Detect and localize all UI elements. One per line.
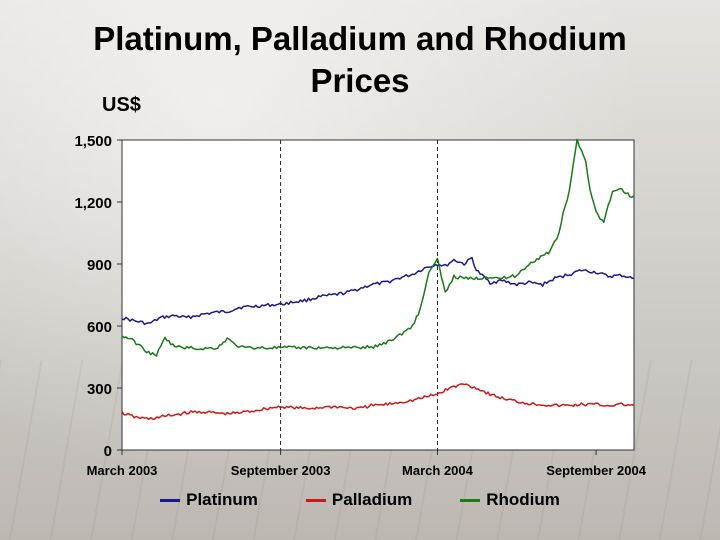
series-lines [121,138,635,421]
y-tick-label: 1,500 [74,133,112,150]
legend-label: Palladium [331,490,413,509]
legend: Platinum Palladium Rhodium [0,490,720,510]
x-axis-ticks: March 2003 September 2003 March 2004 Septem… [87,450,647,478]
y-tick-label: 0 [104,443,112,460]
series-line-rhodium [121,138,635,357]
series-line-platinum [121,256,635,326]
legend-swatch [460,498,481,502]
legend-item-platinum: Platinum [160,490,258,510]
x-tick-label: September 2003 [231,463,331,478]
legend-item-palladium: Palladium [305,490,413,510]
x-tick-label: September 2004 [546,463,646,478]
legend-item-rhodium: Rhodium [460,490,560,510]
x-tick-label: March 2004 [402,463,474,478]
legend-swatch [160,498,181,502]
vertical-reference-lines [280,140,438,450]
plot-area [121,139,635,451]
y-tick-label: 1,200 [74,195,112,212]
series-line-palladium [121,383,635,421]
y-axis-unit-label: US$ [102,94,141,116]
chart-title: Platinum, Palladium and Rhodium Prices [93,20,627,99]
y-axis-ticks: 0 300 600 900 1,200 1,500 [74,133,122,460]
y-tick-label: 900 [87,257,112,274]
legend-label: Platinum [186,490,258,509]
legend-label: Rhodium [486,490,560,509]
legend-swatch [305,498,326,502]
x-tick-label: March 2003 [87,463,158,478]
y-tick-label: 600 [87,319,112,336]
y-tick-label: 300 [87,381,112,398]
